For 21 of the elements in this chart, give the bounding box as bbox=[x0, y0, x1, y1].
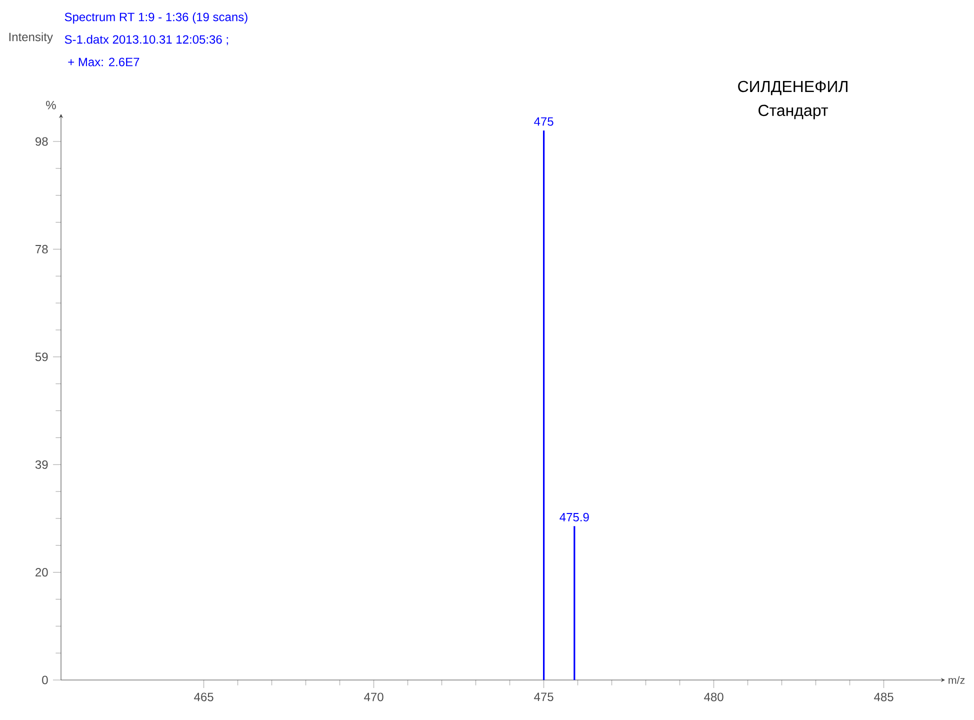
chart-title: СИЛДЕНЕФИЛ bbox=[738, 80, 848, 96]
x-tick-label: 470 bbox=[364, 692, 384, 702]
y-tick-label: 0 bbox=[42, 676, 48, 684]
text: Intensity bbox=[9, 32, 53, 44]
text: S-1.datx 2013.10.31 12:05:36 ; bbox=[64, 34, 228, 46]
y-tick-label: 20 bbox=[36, 568, 48, 577]
x-tick-label: 480 bbox=[704, 692, 724, 702]
text: Spectrum RT 1:9 - 1:36 (19 scans) bbox=[64, 12, 248, 24]
y-tick-label: 78 bbox=[36, 244, 48, 254]
text: + Max: 2.6E7 bbox=[68, 58, 140, 66]
x-tick-label: 475 bbox=[534, 692, 554, 702]
annotation: 475 bbox=[534, 117, 554, 126]
x-tick-label: 465 bbox=[194, 692, 214, 702]
y-tick-label: 98 bbox=[36, 137, 48, 146]
chart-subtitle: Стандарт bbox=[758, 104, 828, 120]
x-axis-title: m/z bbox=[948, 676, 965, 684]
y-tick-label: 39 bbox=[35, 460, 48, 469]
y-axis-title: % bbox=[46, 100, 56, 110]
annotation: 475.9 bbox=[560, 512, 589, 522]
y-tick-label: 59 bbox=[35, 352, 48, 362]
x-tick-label: 485 bbox=[874, 692, 894, 702]
